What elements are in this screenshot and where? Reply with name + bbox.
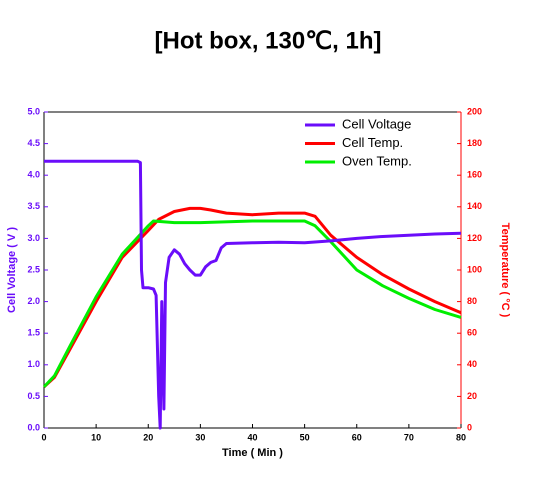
series-line <box>42 219 462 388</box>
y2-tick-label: 80 <box>467 296 477 306</box>
y-axis-label: Cell Voltage ( V ) <box>6 227 18 313</box>
y-tick-label: 2.0 <box>27 296 40 306</box>
legend-label: Cell Voltage <box>342 116 411 131</box>
y2-tick-label: 40 <box>467 359 477 369</box>
y-tick-label: 4.0 <box>27 170 40 180</box>
series-line <box>44 159 462 430</box>
x-tick-label: 60 <box>352 432 362 442</box>
legend-label: Oven Temp. <box>342 153 412 168</box>
y-tick-label: 3.0 <box>27 233 40 243</box>
y2-tick-label: 140 <box>467 201 482 211</box>
y2-tick-label: 20 <box>467 391 477 401</box>
y-tick-label: 2.5 <box>27 264 40 274</box>
x-tick-label: 50 <box>300 432 310 442</box>
y-tick-label: 3.5 <box>27 201 40 211</box>
x-tick-label: 40 <box>247 432 257 442</box>
x-tick-label: 0 <box>41 432 46 442</box>
x-tick-label: 10 <box>91 432 101 442</box>
y2-tick-label: 60 <box>467 328 477 338</box>
y-tick-label: 1.5 <box>27 328 40 338</box>
y2-tick-label: 180 <box>467 138 482 148</box>
y-tick-label: 1.0 <box>27 359 40 369</box>
y-tick-label: 0.0 <box>27 422 40 432</box>
legend-label: Cell Temp. <box>342 135 403 150</box>
x-tick-label: 30 <box>195 432 205 442</box>
x-tick-label: 20 <box>143 432 153 442</box>
y2-tick-label: 160 <box>467 170 482 180</box>
series-line <box>42 206 462 389</box>
y2-tick-label: 0 <box>467 422 472 432</box>
y2-tick-label: 200 <box>467 106 482 116</box>
chart-title: [Hot box, 130℃, 1h] <box>155 27 382 54</box>
x-tick-label: 70 <box>404 432 414 442</box>
y2-tick-label: 100 <box>467 264 482 274</box>
x-axis-label: Time ( Min ) <box>222 447 283 459</box>
y2-tick-label: 120 <box>467 233 482 243</box>
y-tick-label: 4.5 <box>27 138 40 148</box>
y-tick-label: 0.5 <box>27 391 40 401</box>
y-tick-label: 5.0 <box>27 106 40 116</box>
x-tick-label: 80 <box>456 432 466 442</box>
y2-axis-label: Temperature ( °C ) <box>499 223 511 318</box>
